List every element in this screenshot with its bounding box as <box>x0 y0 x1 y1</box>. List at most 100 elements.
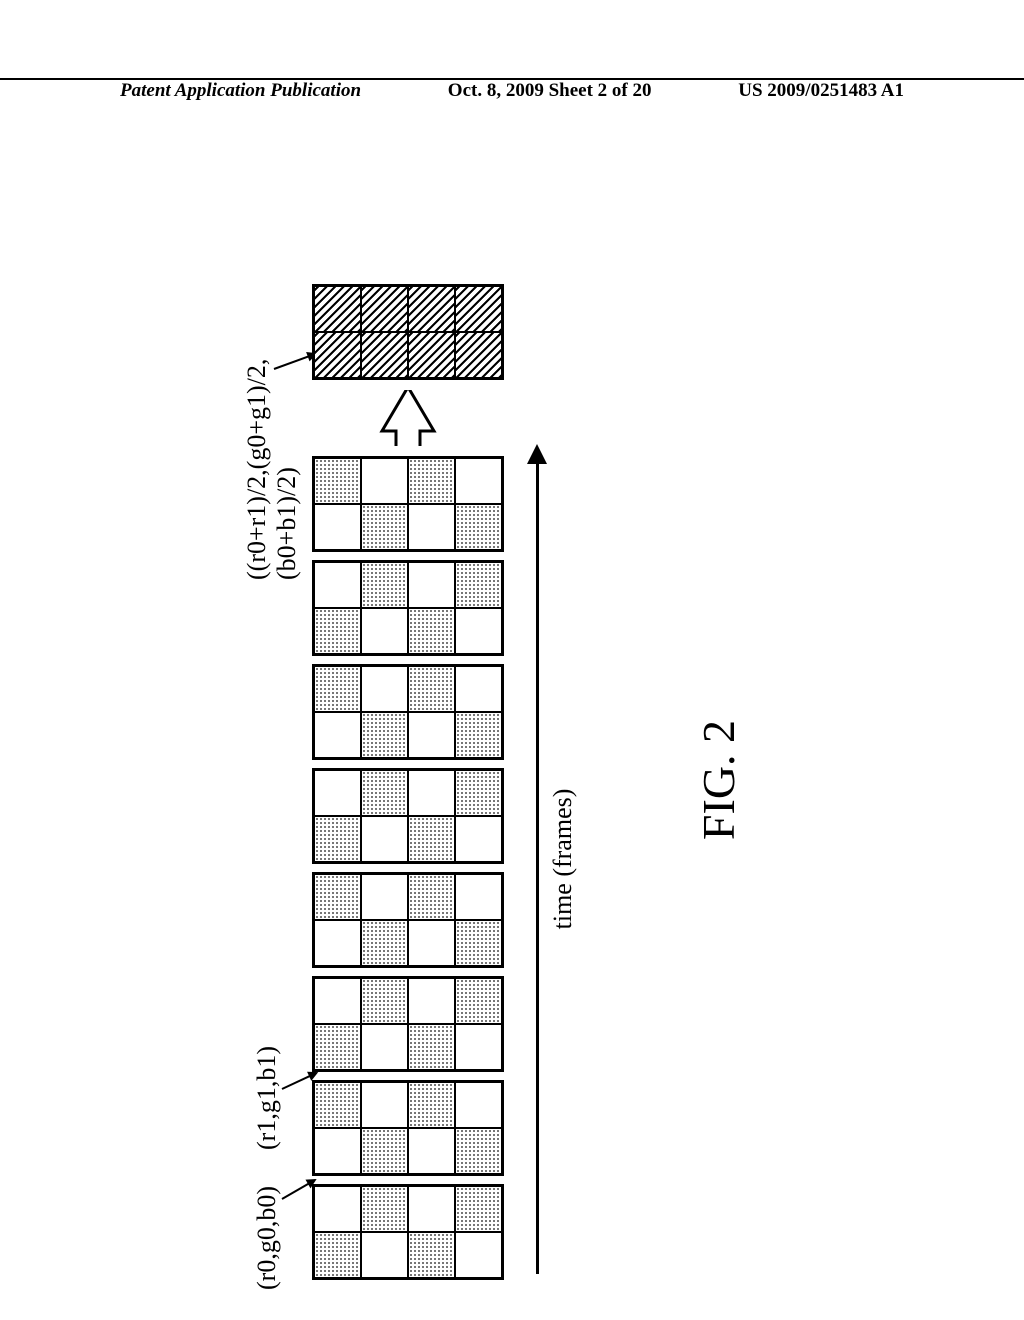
grid-cell <box>314 504 361 550</box>
frame-grid <box>312 560 504 656</box>
grid-cell <box>455 1186 502 1232</box>
grid-cell <box>314 458 361 504</box>
grid-cell <box>408 504 455 550</box>
grid-cell <box>455 666 502 712</box>
result-arrow <box>312 388 504 448</box>
grid-cell <box>361 920 408 966</box>
grid-cell <box>408 458 455 504</box>
grid-cell <box>455 816 502 862</box>
grid-cell <box>314 712 361 758</box>
grid-cell <box>455 1024 502 1070</box>
grid-cell <box>361 608 408 654</box>
grid-cell <box>455 332 502 378</box>
grid-cell <box>361 816 408 862</box>
grid-cell <box>455 978 502 1024</box>
callout-r1g1b1-text: (r1,g1,b1) <box>252 1046 281 1150</box>
frame-grid <box>312 976 504 1072</box>
grid-cell <box>361 286 408 332</box>
frame-grid <box>312 1184 504 1280</box>
grid-cell <box>455 608 502 654</box>
time-axis: time (frames) <box>530 444 570 1274</box>
grid-cell <box>408 770 455 816</box>
grid-cell <box>455 770 502 816</box>
grid-cell <box>455 1232 502 1278</box>
grid-cell <box>361 458 408 504</box>
time-axis-line <box>536 460 539 1274</box>
grid-cell <box>455 504 502 550</box>
callout-avg-text: ((r0+r1)/2,(g0+g1)/2,(b0+b1)/2) <box>242 359 301 580</box>
grid-cell <box>314 874 361 920</box>
grid-cell <box>361 332 408 378</box>
header-left: Patent Application Publication <box>120 80 361 102</box>
grid-cell <box>455 286 502 332</box>
grid-cell <box>455 712 502 758</box>
result-grid <box>312 284 504 380</box>
grid-cell <box>408 286 455 332</box>
grid-cell <box>408 608 455 654</box>
header-center: Oct. 8, 2009 Sheet 2 of 20 <box>448 80 652 102</box>
figure-2: (r0,g0,b0) (r1,g1,b1) ((r0+r1)/2,(g0+g1)… <box>0 140 1024 1240</box>
grid-cell <box>314 1128 361 1174</box>
grid-cell <box>361 1128 408 1174</box>
frame-grid <box>312 872 504 968</box>
callout-r0g0b0-text: (r0,g0,b0) <box>252 1186 281 1290</box>
page-header: Patent Application Publication Oct. 8, 2… <box>0 78 1024 102</box>
grid-cell <box>408 1232 455 1278</box>
frame-grid <box>312 456 504 552</box>
callout-r1g1b1: (r1,g1,b1) <box>252 1046 282 1150</box>
grid-cell <box>408 562 455 608</box>
grid-cell <box>455 920 502 966</box>
frame-strip <box>312 280 504 1280</box>
grid-cell <box>455 1128 502 1174</box>
frame-grid <box>312 1080 504 1176</box>
time-axis-label: time (frames) <box>548 789 578 930</box>
grid-cell <box>361 1232 408 1278</box>
grid-cell <box>455 562 502 608</box>
grid-cell <box>314 332 361 378</box>
grid-cell <box>314 1082 361 1128</box>
grid-cell <box>455 874 502 920</box>
grid-cell <box>408 666 455 712</box>
callout-avg: ((r0+r1)/2,(g0+g1)/2,(b0+b1)/2) <box>242 280 302 580</box>
grid-cell <box>408 1024 455 1070</box>
grid-cell <box>361 666 408 712</box>
grid-cell <box>361 770 408 816</box>
grid-cell <box>408 978 455 1024</box>
grid-cell <box>314 666 361 712</box>
grid-cell <box>361 1082 408 1128</box>
grid-cell <box>455 458 502 504</box>
grid-cell <box>408 332 455 378</box>
grid-cell <box>314 1232 361 1278</box>
grid-cell <box>361 978 408 1024</box>
grid-cell <box>408 920 455 966</box>
grid-cell <box>314 978 361 1024</box>
frame-grid <box>312 664 504 760</box>
figure-label: FIG. 2 <box>692 720 745 840</box>
grid-cell <box>314 1186 361 1232</box>
figure-rotated-group: (r0,g0,b0) (r1,g1,b1) ((r0+r1)/2,(g0+g1)… <box>132 280 892 1280</box>
grid-cell <box>314 286 361 332</box>
grid-cell <box>314 562 361 608</box>
grid-cell <box>408 1082 455 1128</box>
grid-cell <box>408 1186 455 1232</box>
callout-r0g0b0: (r0,g0,b0) <box>252 1186 282 1290</box>
header-right: US 2009/0251483 A1 <box>738 80 904 102</box>
grid-cell <box>408 1128 455 1174</box>
grid-cell <box>408 816 455 862</box>
frame-grid <box>312 768 504 864</box>
grid-cell <box>314 1024 361 1070</box>
grid-cell <box>361 562 408 608</box>
grid-cell <box>361 874 408 920</box>
grid-cell <box>408 874 455 920</box>
grid-cell <box>361 504 408 550</box>
grid-cell <box>361 1186 408 1232</box>
grid-cell <box>408 712 455 758</box>
grid-cell <box>314 816 361 862</box>
grid-cell <box>314 920 361 966</box>
time-axis-arrowhead <box>527 444 547 464</box>
grid-cell <box>361 1024 408 1070</box>
grid-cell <box>314 608 361 654</box>
grid-cell <box>361 712 408 758</box>
grid-cell <box>455 1082 502 1128</box>
grid-cell <box>314 770 361 816</box>
